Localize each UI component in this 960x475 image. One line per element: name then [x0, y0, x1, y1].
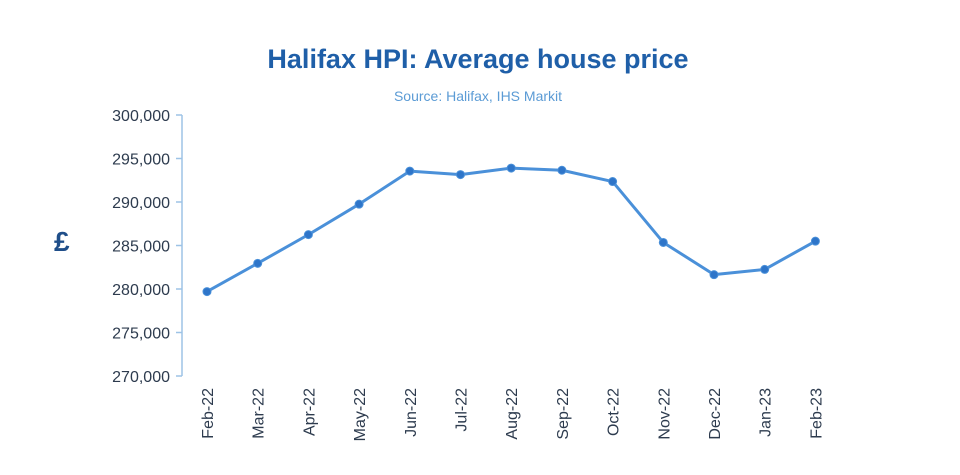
x-tick-labels: Feb-22 Mar-22 Apr-22 May-22 Jun-22 Jul-22 Aug-… [200, 388, 825, 441]
x-tick-label: Jan-23 [758, 388, 775, 437]
y-axis-label: £ [54, 226, 70, 257]
chart-title: Halifax HPI: Average house price [267, 44, 689, 74]
series-line [206, 166, 817, 293]
x-tick-label: Dec-22 [707, 388, 724, 440]
x-tick-label: Nov-22 [656, 388, 673, 440]
series-group [202, 163, 820, 297]
data-point [456, 170, 465, 180]
chart-subtitle: Source: Halifax, IHS Markit [393, 88, 563, 104]
x-tick-label: Feb-23 [808, 388, 825, 439]
x-tick-label: Jul-22 [454, 388, 471, 432]
data-point [709, 270, 719, 280]
data-point [658, 237, 668, 247]
x-tick-label: Oct-22 [606, 388, 623, 436]
data-point [760, 264, 770, 274]
data-point [253, 258, 263, 268]
x-tick-label: Sep-22 [555, 388, 572, 440]
y-tick-label: 290,000 [112, 195, 170, 212]
y-tick-label: 295,000 [112, 152, 170, 169]
y-tick-label: 280,000 [112, 282, 170, 299]
x-tick-label: Jun-22 [403, 388, 420, 437]
data-point [557, 165, 567, 175]
y-tick-label: 300,000 [112, 108, 170, 125]
x-tick-label: Apr-22 [301, 388, 318, 436]
data-point [608, 177, 618, 187]
x-tick-label: May-22 [352, 388, 369, 441]
data-point [810, 236, 820, 246]
y-tick-label: 275,000 [112, 326, 170, 343]
x-tick-label: Mar-22 [251, 388, 268, 439]
data-point [303, 230, 313, 240]
y-tick-label: 270,000 [112, 369, 170, 386]
data-point [405, 166, 415, 176]
x-tick-label: Aug-22 [504, 388, 521, 440]
y-tick-labels: 270,000 275,000 280,000 285,000 290,000 295,0… [112, 108, 170, 386]
y-tick-label: 285,000 [112, 239, 170, 256]
data-point [354, 199, 364, 209]
data-point [202, 287, 212, 297]
data-point [506, 163, 516, 173]
axes [176, 114, 183, 377]
x-tick-label: Feb-22 [200, 388, 217, 439]
